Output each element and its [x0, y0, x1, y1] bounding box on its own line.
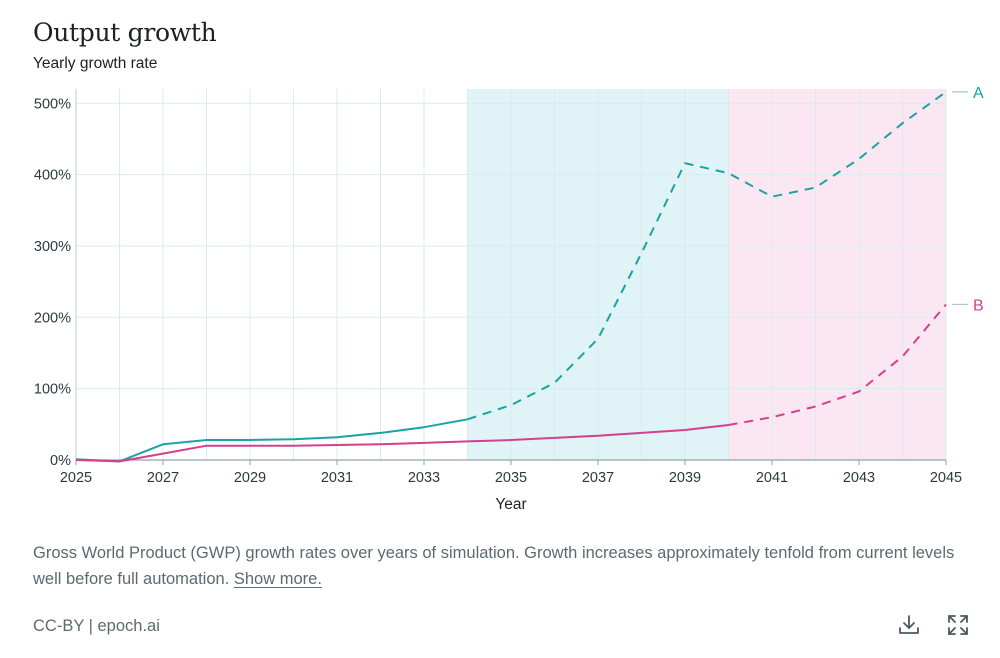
y-tick-label: 400%	[34, 168, 71, 184]
line-chart: 0% 100% 200% 300% 400% 500% 2025 2027 2029 2031 20…	[34, 85, 984, 513]
caption-text: Gross World Product (GWP) growth rates o…	[33, 544, 955, 588]
x-tick-label: 2041	[756, 470, 788, 486]
y-tick-label: 500%	[34, 96, 71, 112]
x-axis-title: Year	[495, 496, 526, 513]
x-tick-label: 2043	[843, 470, 875, 486]
license-label: CC-BY | epoch.ai	[33, 617, 160, 635]
y-tick-label: 100%	[34, 382, 71, 398]
x-tick-label: 2035	[495, 470, 527, 486]
x-tick-label: 2045	[930, 470, 962, 486]
series-b-solid-line	[75, 424, 729, 463]
x-tick-label: 2027	[147, 470, 179, 486]
chart-caption: Gross World Product (GWP) growth rates o…	[33, 540, 973, 592]
series-a-label: A	[973, 85, 984, 102]
download-icon[interactable]	[896, 612, 922, 638]
y-tick-label: 0%	[50, 453, 71, 469]
series-b-dashed-line	[728, 303, 947, 426]
show-more-link[interactable]: Show more.	[233, 570, 322, 588]
x-tick-label: 2031	[321, 470, 353, 486]
series-a-solid-line	[75, 418, 468, 463]
shaded-region-b	[728, 89, 946, 460]
x-tick-label: 2029	[234, 470, 266, 486]
y-tick-label: 200%	[34, 310, 71, 326]
fullscreen-icon[interactable]	[945, 612, 971, 638]
chart-subtitle: Yearly growth rate	[33, 55, 158, 72]
series-b-label: B	[973, 297, 984, 314]
x-tick-label: 2025	[60, 470, 92, 486]
x-tick-label: 2037	[582, 470, 614, 486]
y-tick-label: 300%	[34, 239, 71, 255]
x-tick-label: 2039	[669, 470, 701, 486]
chart-title: Output growth	[33, 18, 217, 47]
series-a-dashed-line	[467, 91, 947, 421]
x-tick-label: 2033	[408, 470, 440, 486]
